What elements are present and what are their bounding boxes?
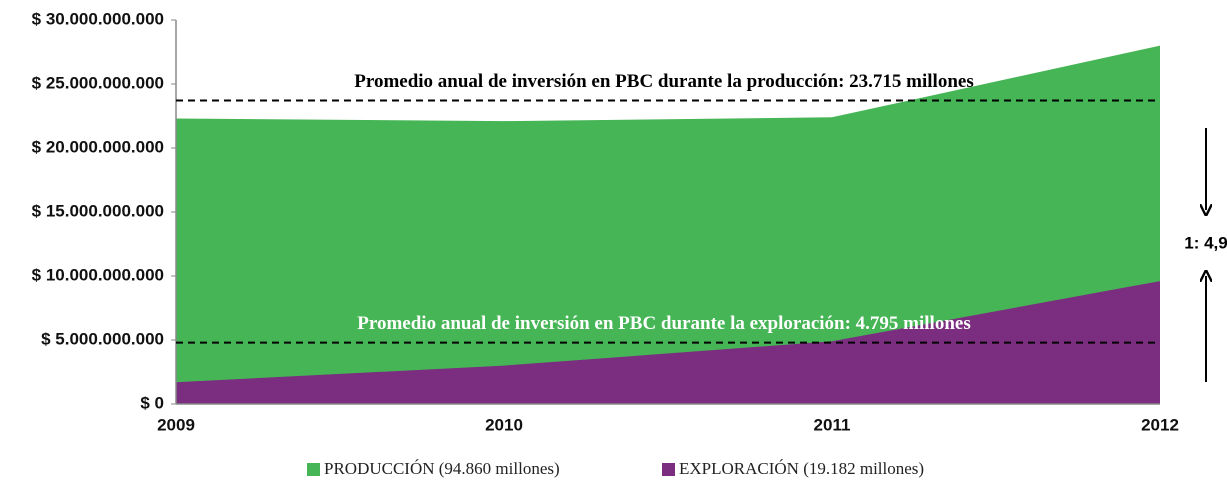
area (176, 45, 1160, 404)
x-tick-label: 2012 (1141, 415, 1179, 434)
y-tick-label: $ 0 (140, 393, 164, 412)
y-tick-label: $ 5.000.000.000 (41, 329, 164, 348)
x-tick-label: 2011 (814, 415, 851, 434)
y-tick-label: $ 25.000.000.000 (32, 73, 164, 92)
y-tick-label: $ 20.000.000.000 (32, 137, 164, 156)
reference-label: Promedio anual de inversión en PBC duran… (357, 313, 970, 334)
x-tick-label: 2009 (157, 415, 195, 434)
legend-swatch (307, 463, 320, 476)
y-tick-label: $ 10.000.000.000 (32, 265, 164, 284)
reference-label: Promedio anual de inversión en PBC duran… (354, 71, 973, 92)
y-tick-label: $ 30.000.000.000 (32, 9, 164, 28)
areas (176, 45, 1160, 404)
legend-label: EXPLORACIÓN (19.182 millones) (679, 459, 924, 478)
legend-label: PRODUCCIÓN (94.860 millones) (324, 459, 560, 478)
legend-swatch (662, 463, 675, 476)
y-tick-label: $ 15.000.000.000 (32, 201, 164, 220)
area (176, 281, 1160, 404)
ratio-annotation: 1: 4,9 (1184, 233, 1227, 252)
x-tick-label: 2010 (485, 415, 523, 434)
